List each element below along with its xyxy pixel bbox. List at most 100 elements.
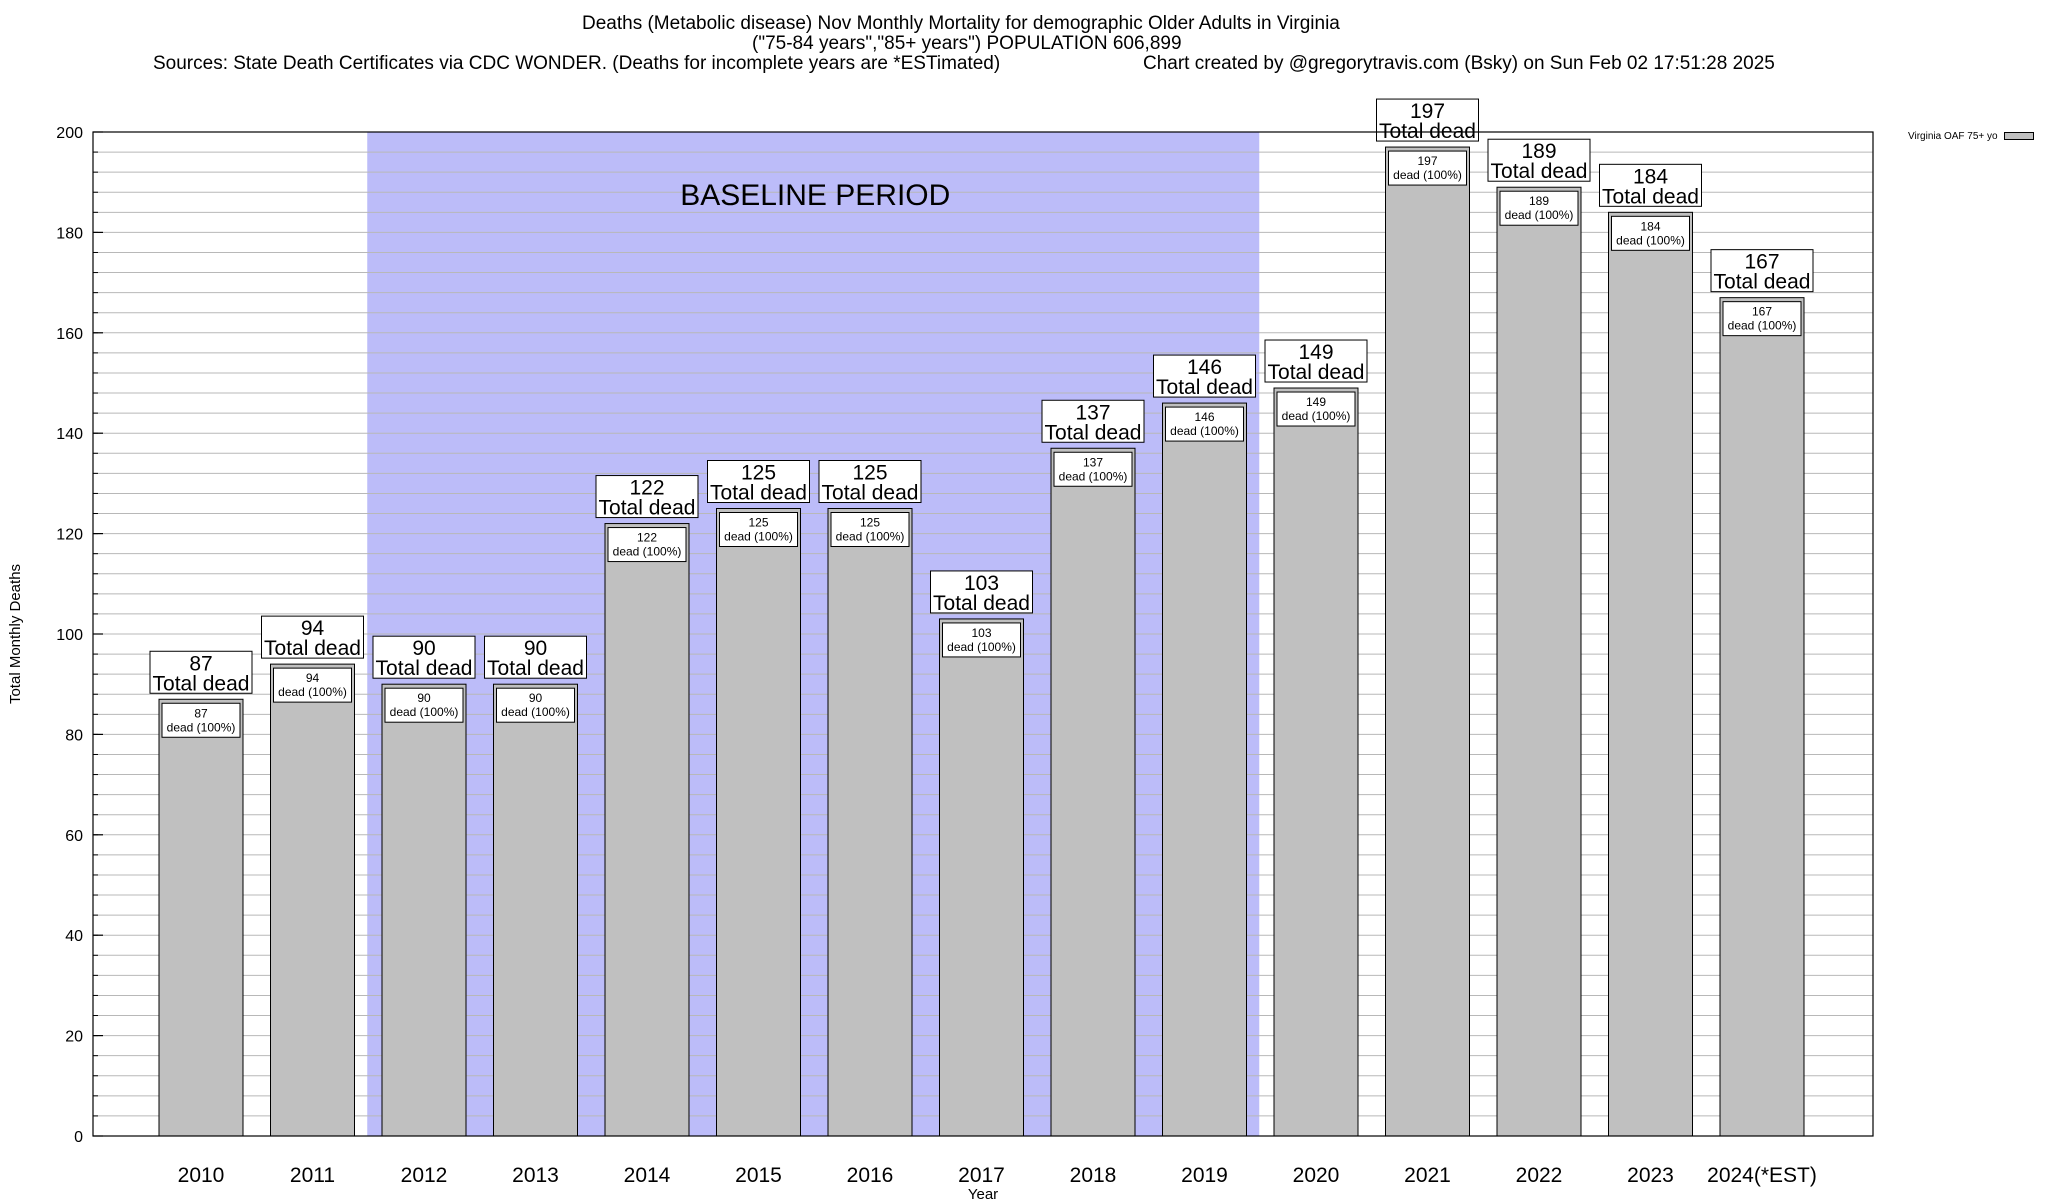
outer-total-label: Total dead	[599, 497, 696, 520]
outer-total-label: Total dead	[1714, 271, 1811, 294]
x-tick-label: 2019	[1181, 1164, 1228, 1187]
inner-label-box	[384, 687, 464, 723]
inner-pct-label: dead (100%)	[501, 705, 570, 719]
outer-label-box	[1487, 138, 1591, 182]
y-tick-label: 200	[56, 125, 83, 142]
outer-label-box	[930, 570, 1033, 614]
chart-subtitle: ("75-84 years","85+ years") POPULATION 6…	[752, 33, 1182, 54]
inner-label-box	[1165, 406, 1244, 442]
inner-value-label: 125	[860, 516, 880, 530]
outer-value-label: 167	[1744, 251, 1779, 274]
y-tick-label: 0	[74, 1129, 83, 1146]
inner-value-label: 189	[1529, 194, 1549, 208]
inner-label-box	[161, 702, 241, 738]
bar	[493, 683, 578, 1137]
inner-value-label: 90	[417, 691, 431, 705]
bar	[1273, 387, 1359, 1137]
y-tick-label: 120	[56, 527, 83, 544]
inner-label-box	[1276, 391, 1356, 427]
outer-label-box	[1041, 399, 1145, 443]
outer-value-label: 122	[629, 477, 664, 500]
inner-label-box	[273, 667, 352, 703]
legend-swatch	[2003, 132, 2034, 141]
outer-total-label: Total dead	[1045, 421, 1142, 444]
inner-label-box	[496, 687, 575, 723]
outer-total-label: Total dead	[1602, 185, 1699, 208]
outer-total-label: Total dead	[264, 637, 361, 660]
inner-value-label: 137	[1083, 455, 1103, 469]
outer-label-box	[707, 460, 810, 503]
outer-label-box	[149, 650, 253, 694]
outer-value-label: 125	[852, 462, 887, 485]
outer-value-label: 87	[189, 652, 212, 675]
outer-value-label: 149	[1298, 341, 1333, 364]
inner-value-label: 167	[1752, 305, 1772, 319]
outer-label-box	[1264, 339, 1368, 383]
bar	[1496, 186, 1582, 1137]
inner-value-label: 87	[194, 706, 208, 720]
inner-pct-label: dead (100%)	[390, 705, 459, 719]
outer-value-label: 125	[741, 462, 776, 485]
outer-label-box	[595, 475, 699, 519]
x-tick-label: 2014	[624, 1164, 671, 1187]
x-tick-label: 2021	[1404, 1164, 1451, 1187]
bar	[1385, 146, 1470, 1137]
chart-sources: Sources: State Death Certificates via CD…	[153, 53, 1001, 74]
inner-pct-label: dead (100%)	[1170, 424, 1239, 438]
chart-title: Deaths (Metabolic disease) Nov Monthly M…	[582, 13, 1340, 34]
x-tick-label: 2010	[178, 1164, 225, 1187]
bar	[939, 618, 1024, 1137]
outer-value-label: 146	[1187, 356, 1222, 379]
inner-value-label: 94	[306, 671, 320, 685]
bar	[1162, 402, 1247, 1137]
outer-total-label: Total dead	[710, 482, 807, 505]
outer-total-label: Total dead	[1268, 361, 1365, 384]
x-tick-label: 2022	[1516, 1164, 1563, 1187]
y-tick-label: 180	[56, 225, 83, 242]
inner-pct-label: dead (100%)	[724, 530, 793, 544]
x-tick-label: 2023	[1627, 1164, 1674, 1187]
y-tick-label: 80	[65, 727, 83, 744]
x-tick-label: 2011	[290, 1164, 335, 1187]
outer-value-label: 90	[524, 637, 547, 660]
x-tick-label: 2020	[1293, 1164, 1340, 1187]
inner-label-box	[1053, 451, 1133, 487]
x-tick-label: 2017	[958, 1164, 1005, 1187]
inner-label-box	[719, 512, 798, 547]
x-axis-label: Year	[968, 1186, 998, 1200]
inner-value-label: 149	[1306, 395, 1326, 409]
inner-pct-label: dead (100%)	[1059, 469, 1128, 483]
inner-label-box	[1499, 190, 1579, 226]
inner-value-label: 90	[529, 691, 543, 705]
bar	[1608, 211, 1693, 1137]
outer-label-box	[484, 635, 587, 679]
outer-total-label: Total dead	[822, 482, 919, 505]
outer-label-box	[1599, 163, 1702, 207]
outer-value-label: 103	[964, 572, 999, 595]
y-tick-label: 60	[65, 828, 83, 845]
chart-credit: Chart created by @gregorytravis.com (Bsk…	[1143, 53, 1775, 74]
plot-frame	[92, 131, 1874, 1137]
outer-value-label: 137	[1075, 401, 1110, 424]
legend: Virginia OAF 75+ yo	[1908, 131, 2034, 142]
inner-pct-label: dead (100%)	[167, 720, 236, 734]
outer-label-box	[818, 460, 922, 503]
bar	[270, 663, 355, 1137]
inner-pct-label: dead (100%)	[278, 685, 347, 699]
inner-pct-label: dead (100%)	[613, 545, 682, 559]
inner-value-label: 103	[971, 626, 991, 640]
y-tick-label: 20	[65, 1029, 83, 1046]
bar	[604, 523, 690, 1137]
x-tick-label: 2013	[512, 1164, 559, 1187]
outer-label-box	[1376, 98, 1479, 142]
outer-value-label: 197	[1410, 100, 1445, 123]
inner-value-label: 122	[637, 531, 657, 545]
inner-label-box	[1611, 215, 1690, 251]
outer-total-label: Total dead	[1156, 376, 1253, 399]
bar	[827, 508, 913, 1137]
y-tick-label: 100	[56, 627, 83, 644]
bar	[1719, 297, 1805, 1137]
inner-value-label: 197	[1417, 154, 1437, 168]
y-tick-label: 140	[56, 426, 83, 443]
